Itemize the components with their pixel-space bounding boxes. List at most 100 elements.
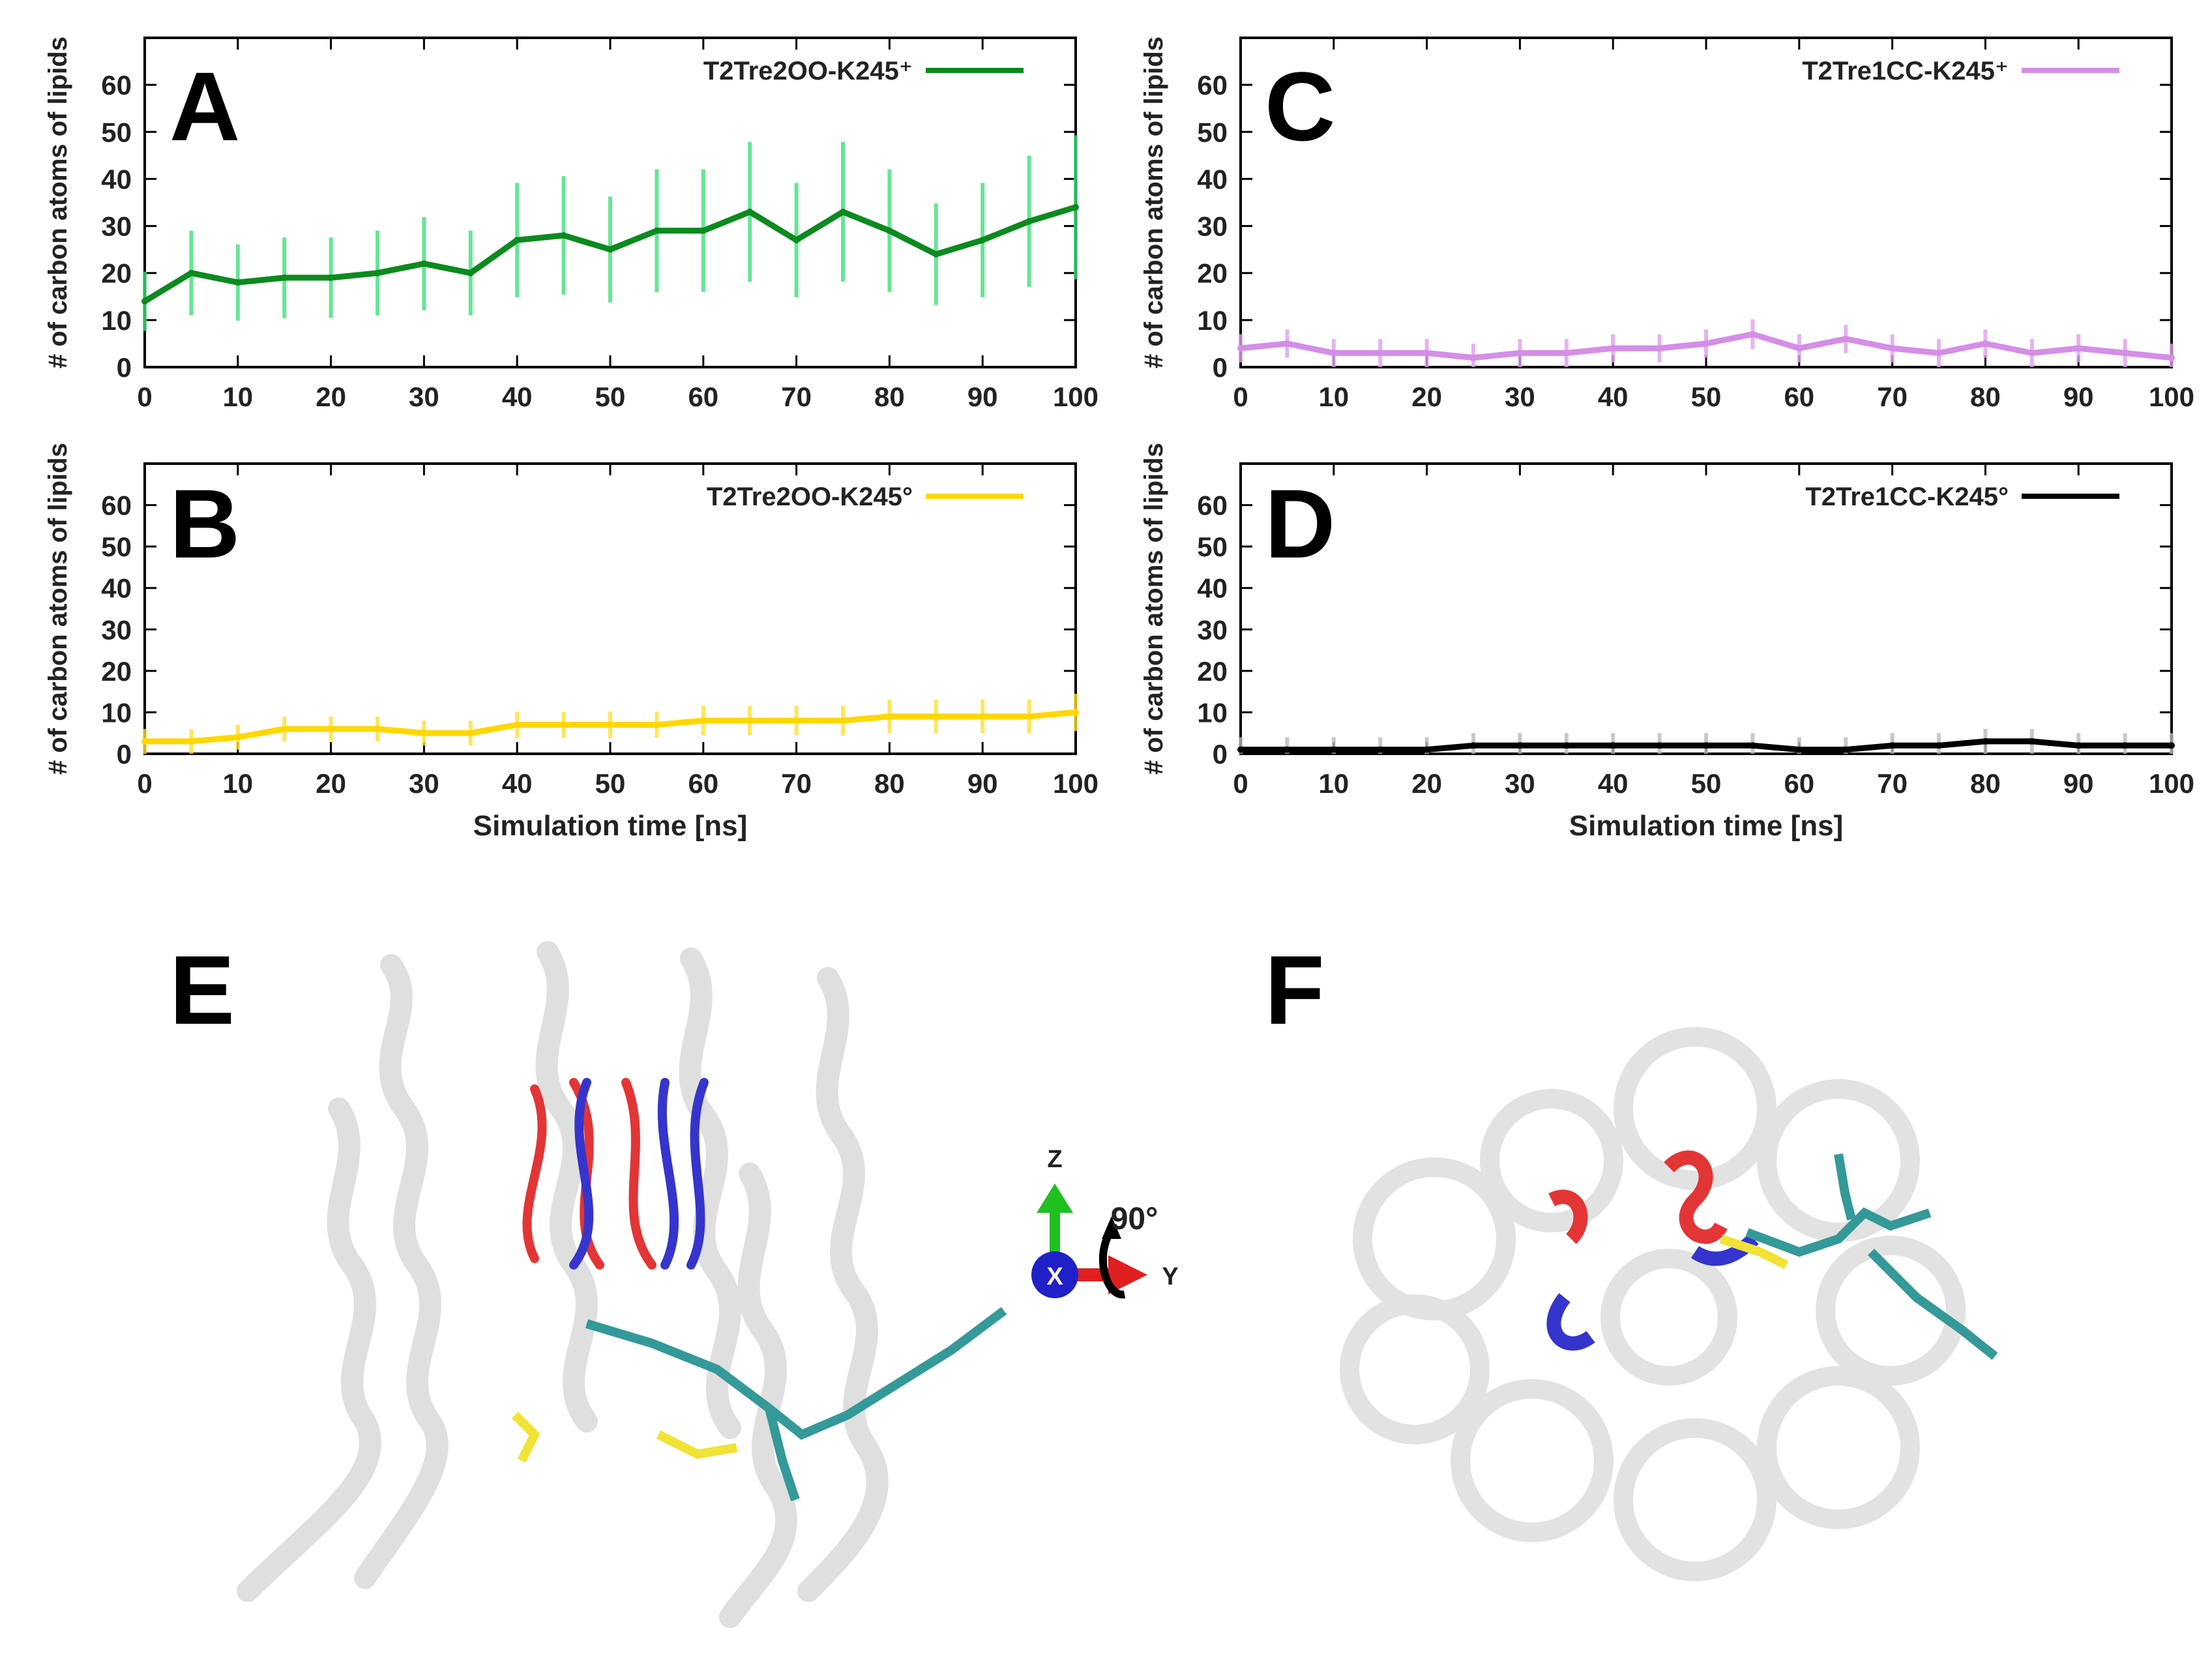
x-axis-label: Simulation time [ns] [1569, 810, 1843, 842]
data-point [1377, 746, 1384, 753]
data-point [374, 725, 381, 732]
data-point [746, 717, 754, 724]
x-tick-label: 20 [1411, 768, 1442, 799]
data-point [1516, 742, 1524, 749]
x-tick-label: 90 [967, 768, 998, 799]
data-point [1703, 340, 1709, 347]
data-point [1936, 350, 1942, 357]
data-point [1330, 350, 1337, 357]
x-tick-label: 0 [1233, 768, 1248, 799]
y-tick-label: 10 [1197, 305, 1228, 336]
y-tick-label: 10 [101, 697, 132, 728]
y-axis-label: # of carbon atoms of lipids [1140, 37, 1168, 368]
x-tick-label: 100 [1053, 768, 1099, 799]
y-tick-label: 10 [101, 305, 132, 336]
plot-frame-d [1239, 462, 2173, 755]
x-tick-label: 100 [1053, 381, 1099, 412]
data-point [141, 298, 148, 305]
data-point [467, 269, 474, 276]
data-point [1656, 345, 1663, 352]
data-point [1982, 340, 1989, 347]
data-point [2121, 350, 2129, 357]
y-tick-label: 30 [101, 211, 132, 242]
x-tick-label: 80 [1970, 381, 2001, 412]
data-point [1470, 742, 1477, 749]
y-tick-label: 50 [1197, 531, 1228, 562]
y-axis-label: # of carbon atoms of lipids [44, 443, 72, 775]
orientation-indicator: X Z Y 90° [1031, 1146, 1179, 1299]
data-point [1072, 709, 1079, 716]
plot-frame-c [1239, 37, 2173, 368]
y-tick-label: 50 [101, 531, 132, 562]
data-point [607, 246, 613, 253]
data-point [188, 269, 195, 276]
y-tick-label: 40 [1197, 164, 1228, 194]
x-tick-label: 70 [781, 381, 812, 412]
data-point [1703, 742, 1709, 749]
y-tick-label: 0 [117, 352, 132, 383]
data-point [1656, 742, 1663, 749]
data-point [932, 250, 939, 258]
y-tick-label: 0 [1213, 739, 1228, 769]
x-tick-label: 0 [1233, 381, 1248, 412]
y-tick-label: 20 [1197, 656, 1228, 687]
x-tick-label: 50 [1691, 768, 1722, 799]
data-point [560, 232, 567, 239]
y-tick-label: 60 [1197, 490, 1228, 521]
data-point [420, 730, 428, 737]
x-axis-label: Simulation time [ns] [473, 810, 747, 842]
data-point [653, 227, 660, 234]
data-point [1423, 746, 1430, 753]
y-tick-label: 30 [101, 614, 132, 645]
data-point [1842, 746, 1850, 753]
data-point [1795, 746, 1803, 753]
x-tick-label: 100 [2149, 381, 2194, 412]
legend-label: T2Tre1CC-K245⁺ [1802, 57, 2009, 85]
data-point [1610, 742, 1617, 749]
y-tick-label: 30 [1197, 211, 1228, 242]
x-tick-label: 10 [1318, 381, 1349, 412]
data-point [979, 713, 986, 720]
x-tick-label: 0 [137, 768, 152, 799]
y-axis-label: # of carbon atoms of lipids [44, 37, 72, 368]
data-point [1284, 340, 1291, 347]
x-tick-label: 90 [967, 381, 998, 412]
y-tick-label: 50 [1197, 117, 1228, 147]
y-tick-label: 30 [1197, 614, 1228, 645]
legend-label: T2Tre2OO-K245° [707, 483, 913, 511]
x-tick-label: 50 [1691, 381, 1722, 412]
y-tick-label: 40 [1197, 573, 1228, 604]
x-tick-label: 40 [1598, 768, 1629, 799]
y-tick-label: 60 [101, 490, 132, 521]
x-tick-label: 50 [595, 768, 626, 799]
data-point [1749, 742, 1756, 749]
x-tick-label: 100 [2149, 768, 2194, 799]
x-tick-label: 70 [1877, 768, 1908, 799]
panel-letter-f: F [1265, 935, 1325, 1045]
y-tick-label: 0 [117, 739, 132, 769]
data-point [281, 274, 288, 281]
data-point [1237, 746, 1244, 753]
x-tick-label: 80 [874, 381, 905, 412]
y-tick-label: 60 [1197, 70, 1228, 100]
data-point [1072, 203, 1079, 211]
data-point [1025, 218, 1033, 225]
data-point [2168, 742, 2175, 749]
data-point [467, 730, 474, 737]
data-point [514, 237, 521, 244]
data-point [840, 208, 846, 215]
y-tick-label: 50 [101, 117, 132, 147]
data-point [327, 725, 334, 732]
x-tick-label: 70 [1877, 381, 1908, 412]
y-tick-label: 20 [101, 656, 132, 687]
x-tick-label: 60 [688, 768, 718, 799]
data-point [327, 274, 334, 281]
data-point [1516, 350, 1524, 357]
data-point [700, 717, 707, 724]
data-point [1842, 335, 1850, 342]
y-tick-label: 40 [101, 164, 132, 194]
data-point [514, 721, 521, 728]
data-point [746, 208, 754, 215]
